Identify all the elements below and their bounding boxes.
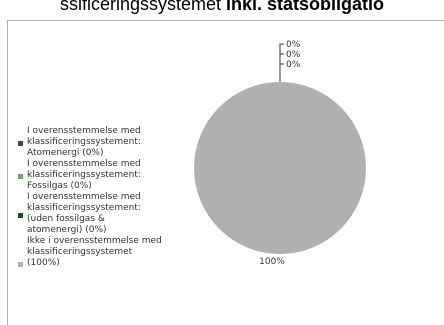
legend: I overensstemmelse med klassificeringssy… xyxy=(16,126,162,291)
pie-label-3: 100% xyxy=(259,257,285,267)
pie-label-0: 0% xyxy=(286,40,301,50)
legend-swatch-atomenergi xyxy=(18,141,23,146)
chart-title-prefix: ssificeringssystemet xyxy=(59,0,221,14)
legend-item-uden-fossilgas: I overensstemmelse med klassificeringssy… xyxy=(16,192,162,236)
legend-label-uden-fossilgas: I overensstemmelse med klassificeringssy… xyxy=(27,192,141,235)
pie-label-1: 0% xyxy=(286,50,301,60)
pie-label-2: 0% xyxy=(286,60,301,70)
chart-frame xyxy=(7,20,444,325)
leader-line-2 xyxy=(279,63,284,82)
legend-swatch-ikke xyxy=(18,262,23,267)
leader-line-1 xyxy=(279,53,284,82)
pie-slices xyxy=(194,82,366,254)
legend-item-fossilgas: I overensstemmelse med klassificeringssy… xyxy=(16,159,162,192)
legend-label-fossilgas: I overensstemmelse med klassificeringssy… xyxy=(27,159,141,191)
pie-labels: 100%0%0%0% xyxy=(259,40,301,267)
legend-swatch-uden-fossilgas xyxy=(18,213,23,218)
legend-label-atomenergi: I overensstemmelse med klassificeringssy… xyxy=(27,126,141,158)
legend-swatch-fossilgas xyxy=(18,174,23,179)
legend-item-ikke: Ikke i overensstemmelse med klassificeri… xyxy=(16,236,162,291)
legend-label-ikke: Ikke i overensstemmelse med klassificeri… xyxy=(27,236,162,268)
chart-title: ssificeringssystemet inkl. statsobligati… xyxy=(0,0,444,14)
leader-line-0 xyxy=(279,43,284,82)
chart-title-bold: inkl. statsobligatio xyxy=(221,0,385,14)
legend-item-atomenergi: I overensstemmelse med klassificeringssy… xyxy=(16,126,162,159)
pie-slice-3 xyxy=(194,82,366,254)
